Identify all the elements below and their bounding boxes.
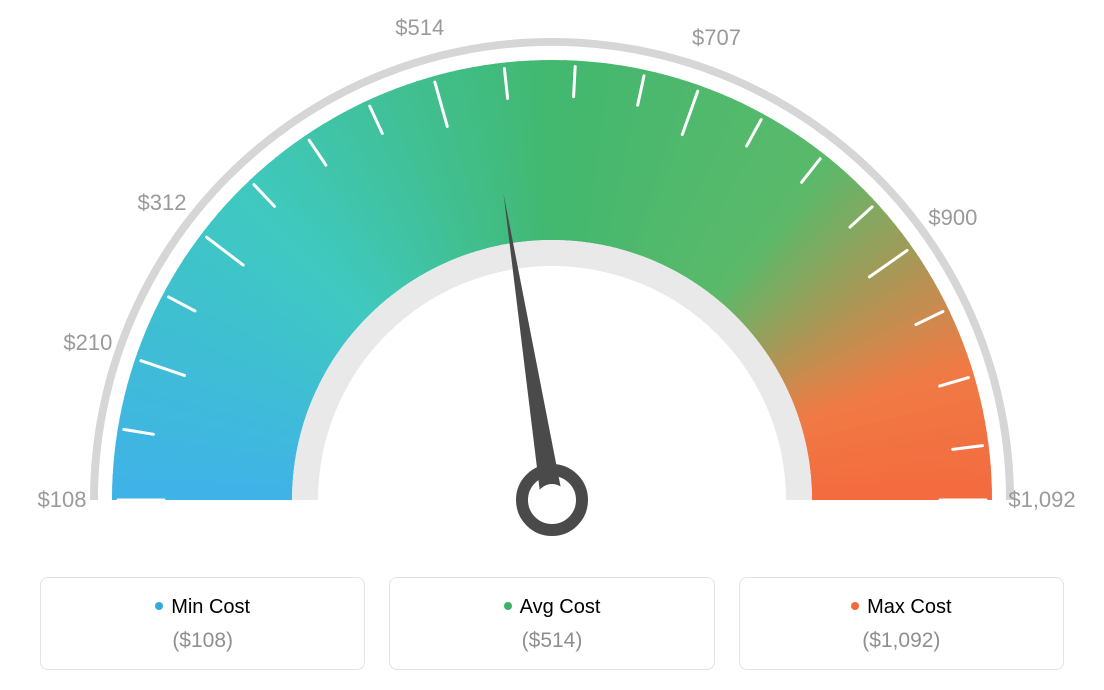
legend-title-min: Min Cost xyxy=(51,596,354,619)
legend-card-min: Min Cost ($108) xyxy=(40,577,365,670)
tick-label: $312 xyxy=(138,190,187,216)
gauge-svg xyxy=(0,0,1104,560)
legend-dot-avg xyxy=(504,602,512,610)
tick-label: $900 xyxy=(928,205,977,231)
tick-label: $707 xyxy=(692,25,741,51)
gauge-area: $108 $210 $312 $514 $707 $900 $1,092 xyxy=(0,0,1104,560)
legend-value-max: ($1,092) xyxy=(750,629,1053,653)
tick-label: $210 xyxy=(63,330,112,356)
legend-value-avg: ($514) xyxy=(400,629,703,653)
legend-dot-max xyxy=(851,602,859,610)
legend-dot-min xyxy=(155,602,163,610)
legend-card-max: Max Cost ($1,092) xyxy=(739,577,1064,670)
legend-row: Min Cost ($108) Avg Cost ($514) Max Cost… xyxy=(40,577,1064,670)
legend-title-max-text: Max Cost xyxy=(867,596,951,618)
legend-card-avg: Avg Cost ($514) xyxy=(389,577,714,670)
legend-title-avg-text: Avg Cost xyxy=(520,596,601,618)
tick-label: $514 xyxy=(395,15,444,41)
legend-title-min-text: Min Cost xyxy=(171,596,250,618)
tick-label: $1,092 xyxy=(1008,487,1075,513)
legend-title-max: Max Cost xyxy=(750,596,1053,619)
legend-title-avg: Avg Cost xyxy=(400,596,703,619)
gauge-chart-container: $108 $210 $312 $514 $707 $900 $1,092 Min Cost … xyxy=(0,0,1104,690)
legend-value-min: ($108) xyxy=(51,629,354,653)
tick-label: $108 xyxy=(38,487,87,513)
